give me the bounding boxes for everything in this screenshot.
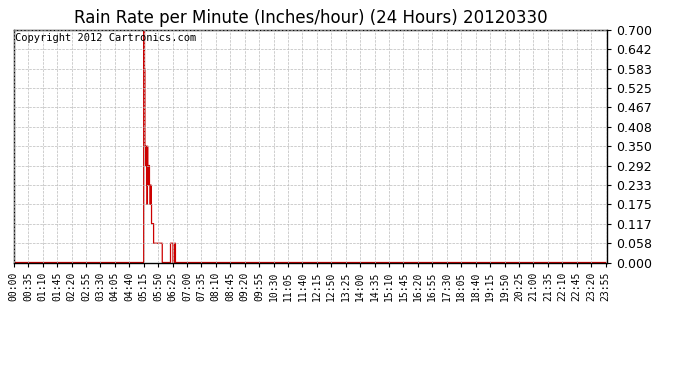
Title: Rain Rate per Minute (Inches/hour) (24 Hours) 20120330: Rain Rate per Minute (Inches/hour) (24 H… xyxy=(74,9,547,27)
Text: Copyright 2012 Cartronics.com: Copyright 2012 Cartronics.com xyxy=(15,33,196,44)
